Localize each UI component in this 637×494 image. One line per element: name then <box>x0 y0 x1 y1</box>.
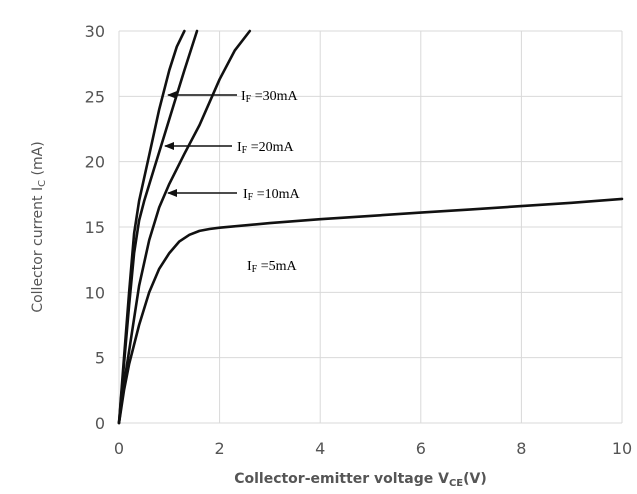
x-tick-label: 2 <box>215 439 225 458</box>
series-label-0: IF =5mA <box>247 259 298 275</box>
series-line-1 <box>117 29 252 425</box>
series-lines <box>117 29 624 425</box>
grid <box>118 30 623 424</box>
x-tick-label: 8 <box>516 439 526 458</box>
y-tick-label: 5 <box>95 349 105 368</box>
y-tick-label: 30 <box>85 22 105 41</box>
y-tick-label: 25 <box>85 87 105 106</box>
x-tick-label: 6 <box>416 439 426 458</box>
y-axis-title: Collector current IC (mA) <box>30 141 48 312</box>
y-tick-label: 15 <box>85 218 105 237</box>
y-tick-label: 20 <box>85 153 105 172</box>
series-line-0 <box>117 197 624 425</box>
x-axis-title: Collector-emitter voltage VCE(V) <box>234 471 487 489</box>
series-label-3: IF =30mA <box>241 89 299 105</box>
tick-labels: 0 5 10 15 20 25 30 0 2 4 6 8 10 <box>85 22 633 458</box>
x-tick-label: 10 <box>612 439 632 458</box>
y-tick-label: 10 <box>85 283 105 302</box>
x-tick-label: 4 <box>315 439 325 458</box>
y-tick-label: 0 <box>95 414 105 433</box>
series-label-1: IF =10mA <box>243 187 301 203</box>
series-line-3 <box>117 29 186 425</box>
series-label-2: IF =20mA <box>237 140 295 156</box>
x-tick-label: 0 <box>114 439 124 458</box>
axis-titles: Collector-emitter voltage VCE(V) Collecto… <box>30 141 487 489</box>
annotations: IF =5mA IF =10mA IF =20mA IF =30mA <box>164 89 301 275</box>
